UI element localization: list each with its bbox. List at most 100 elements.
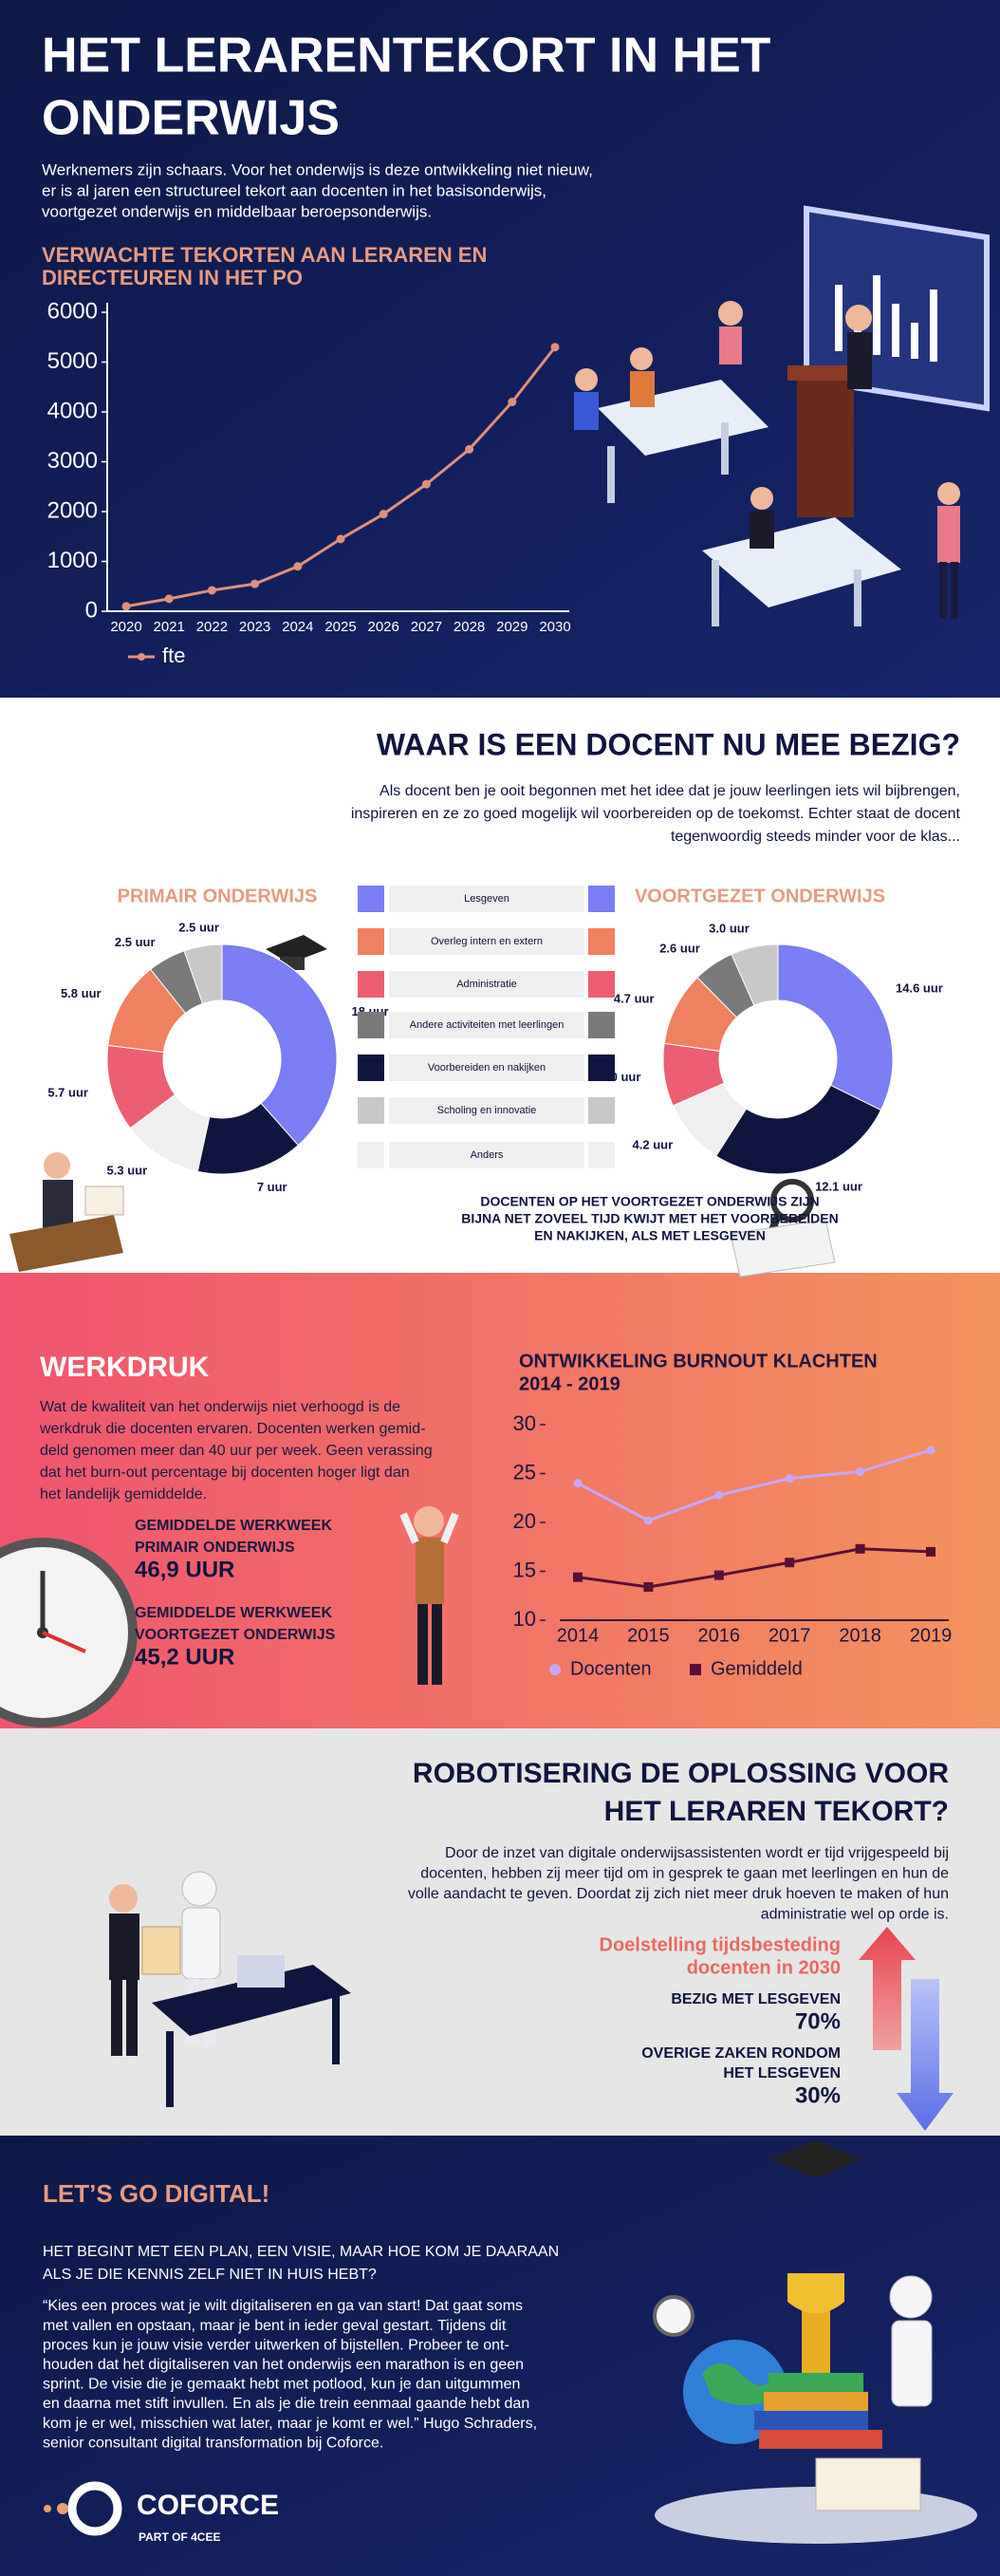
donut-label: 12.1 uur bbox=[815, 1179, 862, 1193]
x-tick-label: 2029 bbox=[496, 619, 528, 635]
legend-swatch bbox=[588, 886, 615, 912]
section-text: werkdruk die docenten ervaren. Docenten … bbox=[39, 1421, 425, 1437]
y-tick-label: 3000 bbox=[47, 448, 98, 474]
donut-label: 7 uur bbox=[257, 1180, 287, 1194]
stat-value: 45,2 UUR bbox=[135, 1644, 234, 1670]
donut-label: 2.6 uur bbox=[659, 942, 700, 956]
y-tick-label: 2000 bbox=[47, 497, 98, 523]
donut-segment bbox=[777, 943, 894, 1111]
robot-illustration bbox=[109, 1871, 351, 2107]
logo-mark bbox=[67, 2481, 122, 2536]
goal-label: HET LESGEVEN bbox=[723, 2065, 841, 2081]
section-text: het landelijk gemiddelde. bbox=[40, 1486, 207, 1503]
legend-box bbox=[389, 1012, 584, 1038]
x-tick-label: 2017 bbox=[769, 1625, 811, 1646]
data-point bbox=[164, 594, 174, 604]
data-point bbox=[926, 1546, 935, 1557]
legend-swatch bbox=[358, 1055, 384, 1081]
legend-label: Anders bbox=[471, 1149, 504, 1161]
section-text: tegenwoordig steeds minder voor de klas.… bbox=[671, 829, 960, 845]
workload-background bbox=[0, 1273, 1000, 1728]
legend-swatch bbox=[588, 928, 615, 955]
quote-text: houden dat het digitaliseren van het ond… bbox=[43, 2357, 524, 2373]
legend-label: Gemiddeld bbox=[711, 1658, 803, 1679]
quote-text: proces kun je jouw visie verder uitwerke… bbox=[43, 2337, 509, 2353]
data-point bbox=[714, 1490, 724, 1500]
data-point bbox=[855, 1543, 865, 1554]
y-tick-label: 6000 bbox=[47, 298, 98, 324]
digital-illustration bbox=[653, 2140, 977, 2544]
data-point bbox=[785, 1474, 794, 1484]
donut-annotation: BIJNA NET ZOVEEL TIJD KWIJT MET HET VOOR… bbox=[461, 1211, 838, 1226]
donut-annotation: EN NAKIJKEN, ALS MET LESGEVEN bbox=[534, 1228, 766, 1243]
legend-swatch bbox=[588, 1142, 615, 1168]
y-tick-label: 1000 bbox=[47, 548, 98, 573]
legend-box bbox=[389, 971, 584, 998]
donut-label: 4.2 uur bbox=[633, 1138, 674, 1152]
legend-marker bbox=[138, 653, 145, 661]
x-tick-label: 2023 bbox=[239, 619, 270, 635]
donut-label: 5.7 uur bbox=[47, 1086, 88, 1100]
donut-segment bbox=[183, 943, 223, 1005]
section-text: deld genomen meer dan 40 uur per week. G… bbox=[40, 1443, 433, 1459]
stat-value: 46,9 UUR bbox=[135, 1557, 234, 1582]
stat-label: GEMIDDELDE WERKWEEK bbox=[135, 1518, 332, 1534]
lead-text: ALS JE DIE KENNIS ZELF NIET IN HUIS HEBT… bbox=[43, 2267, 377, 2283]
legend-swatch bbox=[358, 928, 384, 955]
donut-annotation: DOCENTEN OP HET VOORTGEZET ONDERWIJS ZIJ… bbox=[480, 1194, 819, 1209]
legend-marker bbox=[690, 1664, 701, 1675]
data-point bbox=[785, 1558, 795, 1568]
legend-label: Andere activiteiten met leerlingen bbox=[410, 1019, 565, 1031]
x-tick-label: 2027 bbox=[411, 619, 442, 635]
quote-text: kom je er wel, misschien wat later, maar… bbox=[43, 2416, 537, 2432]
donut-segment bbox=[221, 943, 338, 1147]
quote-text: met vallen en opstaan, maar je bent in i… bbox=[43, 2318, 507, 2334]
legend-swatch bbox=[358, 971, 384, 998]
section-title: HET LERAREN TEKORT? bbox=[604, 1796, 949, 1827]
legend-swatch bbox=[588, 1055, 615, 1081]
legend-swatch bbox=[358, 1142, 384, 1168]
data-point bbox=[207, 586, 216, 595]
x-tick-label: 2020 bbox=[110, 619, 141, 635]
data-point bbox=[379, 510, 388, 519]
page-title: HET LERARENTEKORT IN HET bbox=[42, 28, 771, 84]
data-point bbox=[926, 1446, 935, 1455]
section-title: WAAR IS EEN DOCENT NU MEE BEZIG? bbox=[377, 727, 960, 761]
data-line bbox=[577, 1547, 932, 1589]
data-point bbox=[508, 398, 517, 406]
y-tick-label: 15 bbox=[513, 1558, 536, 1581]
x-tick-label: 2030 bbox=[539, 619, 570, 635]
goal-value: 30% bbox=[795, 2082, 841, 2108]
section-text: volle aandacht te geven. Doordat zij zic… bbox=[408, 1886, 949, 1902]
legend-swatch bbox=[588, 1097, 615, 1124]
up-arrow bbox=[859, 1927, 916, 2050]
donut-label: 14.6 uur bbox=[896, 981, 943, 996]
section-text: docenten, hebben zij meer tijd om in ges… bbox=[420, 1866, 949, 1882]
intro-text: er is al jaren een structureel tekort aa… bbox=[42, 181, 546, 199]
y-tick-label: 25 bbox=[513, 1460, 536, 1484]
section-title: ROBOTISERING DE OPLOSSING VOOR bbox=[413, 1758, 949, 1789]
legend-label: Docenten bbox=[570, 1658, 652, 1679]
legend-box bbox=[389, 886, 584, 912]
y-tick-label: 0 bbox=[85, 597, 98, 623]
legend-box bbox=[389, 1142, 584, 1168]
donut-label: 5.8 uur bbox=[61, 986, 102, 1000]
donut-label: 3.0 uur bbox=[709, 921, 750, 935]
logo-tagline: PART OF 4CEE bbox=[139, 2530, 220, 2544]
intro-text: Werknemers zijn schaars. Voor het onderw… bbox=[42, 160, 593, 178]
section-text: administratie wel op orde is. bbox=[761, 1907, 949, 1923]
legend-box bbox=[389, 1055, 584, 1081]
legend-label: Overleg intern en extern bbox=[431, 936, 543, 947]
section-title: WERKDRUK bbox=[40, 1352, 210, 1383]
legend-swatch bbox=[588, 971, 615, 998]
legend-label: Scholing en innovatie bbox=[437, 1105, 537, 1116]
x-tick-label: 2019 bbox=[910, 1625, 953, 1646]
goal-title: Doelstelling tijdsbesteding bbox=[600, 1934, 841, 1955]
legend-swatch bbox=[588, 1012, 615, 1038]
legend-label: fte bbox=[162, 644, 185, 667]
donut-heading: PRIMAIR ONDERWIJS bbox=[118, 886, 318, 906]
classroom-illustration bbox=[574, 205, 990, 626]
data-point bbox=[643, 1581, 654, 1592]
y-tick-label: 4000 bbox=[47, 398, 98, 423]
